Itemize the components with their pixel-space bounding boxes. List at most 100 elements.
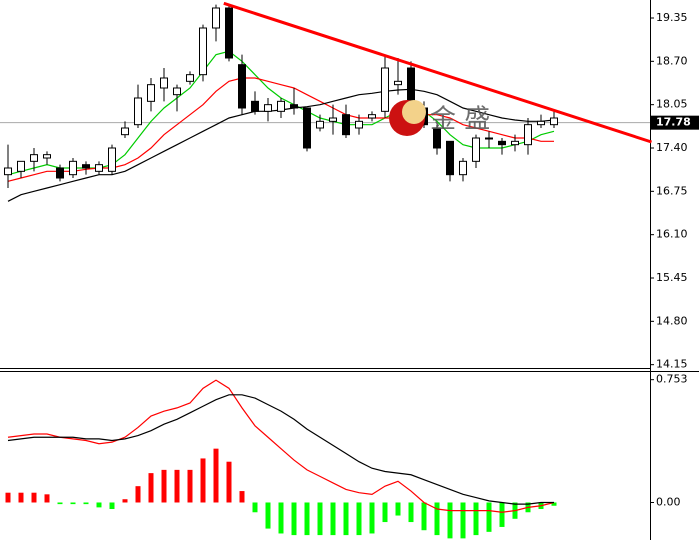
histogram-bar [187,469,193,503]
candle-body [355,120,363,129]
y-tick-label: 18.05 [656,98,688,111]
histogram-bar [551,502,557,506]
histogram-bar [304,502,310,536]
histogram-bar [18,492,24,503]
histogram-bar [382,502,388,523]
candle-body [524,124,532,146]
candle-body [407,67,415,102]
trend-line [223,1,652,144]
candle-body [277,100,285,112]
candle-body [498,140,506,146]
candle-body [147,84,155,102]
histogram-bar [473,502,479,536]
candle-body [342,114,350,136]
histogram-bar [96,502,102,508]
histogram-bar [460,502,466,539]
candle-body [303,107,311,149]
candle-body [329,117,337,122]
histogram-bar [200,458,206,503]
histogram-bar [434,502,440,536]
watermark-logo [402,100,426,124]
y-tick-label: 16.10 [656,228,688,241]
macd-line [7,394,554,505]
histogram-bar [44,494,50,503]
candle-body [251,100,259,112]
histogram-bar [226,461,232,503]
candle-body [121,127,129,136]
candle-body [82,164,90,169]
candle-body [69,160,77,176]
price-label: 17.78 [656,116,691,129]
price-box [651,115,699,130]
histogram-bar [408,502,414,523]
histogram-bar [356,502,362,536]
histogram-bar [57,502,63,505]
histogram-bar [161,469,167,503]
histogram-bar [31,492,37,503]
candle-body [446,140,454,176]
histogram-bar [174,469,180,503]
candle-body [550,117,558,126]
histogram-bar [122,499,128,503]
candle-body [394,80,402,86]
histogram-bar [395,502,401,516]
histogram-bar [317,502,323,536]
candle-body [433,127,441,149]
y-tick-label: 14.80 [656,314,688,327]
histogram-bar [291,502,297,536]
histogram-bar [148,473,154,503]
histogram-bar [369,502,375,534]
histogram-bar [343,502,349,536]
candle-body [381,67,389,112]
candle-body [225,7,233,59]
histogram-bar [486,502,492,532]
candle-body [186,74,194,82]
candle-body [108,147,116,172]
candle-body [485,137,493,140]
y-tick-label: 17.40 [656,141,688,154]
candle-body [95,164,103,172]
candle-body [472,137,480,162]
candle-body [290,104,298,109]
candle-body [30,154,38,162]
candle-body [212,7,220,29]
candle-body [537,120,545,126]
histogram-bar [330,502,336,536]
candle-body [511,140,519,146]
histogram-bar [252,502,258,513]
candle-body [160,77,168,89]
histogram-bar [499,502,505,527]
histogram-bar [213,448,219,503]
candle-body [368,114,376,119]
candle-body [316,120,324,129]
candle-body [199,27,207,76]
histogram-bar [109,502,115,510]
histogram-bar [447,502,453,539]
y-tick-label: 15.45 [656,271,688,284]
candle-body [4,167,12,176]
y-tick-label: 14.15 [656,358,688,371]
y-tick-label: 16.75 [656,184,688,197]
candle-body [43,154,51,159]
histogram-bar [421,502,427,531]
histogram-bar [70,502,76,505]
y-tick-label: 18.70 [656,54,688,67]
histogram-bar [265,502,271,529]
y-tick-label: 0.753 [656,373,688,386]
histogram-bar [278,502,284,534]
candle-body [264,104,272,112]
histogram-bar [5,492,11,503]
candle-body [134,97,142,126]
candle-body [173,87,181,96]
histogram-bar [83,502,89,505]
candle-body [56,167,64,179]
histogram-bar [239,491,245,503]
candle-body [238,64,246,109]
y-tick-label: 0.00 [656,495,681,508]
macd-line [7,379,555,513]
candle-body [459,160,467,176]
candle-body [17,160,25,172]
watermark: 金 盛 [430,105,490,135]
